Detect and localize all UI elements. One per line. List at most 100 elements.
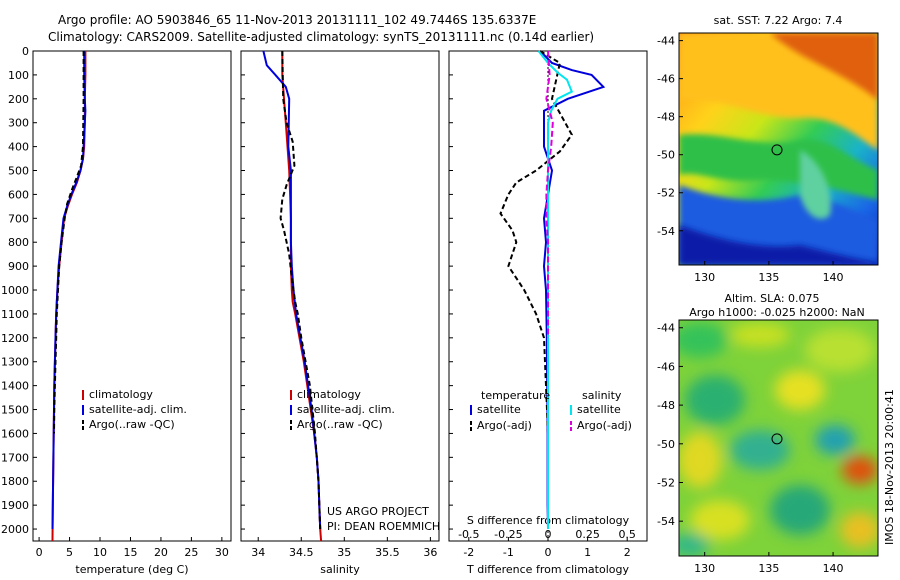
x-tick-label: 0 xyxy=(36,546,43,559)
map-lon-label: 135 xyxy=(758,562,779,575)
sla-argo-location-marker xyxy=(771,433,783,445)
map-lat-label: -50 xyxy=(657,149,675,162)
map-lon-label: 140 xyxy=(823,271,844,284)
x-tick-label: 0 xyxy=(545,546,552,559)
title-line1: Argo profile: AO 5903846_65 11-Nov-2013 … xyxy=(58,13,536,27)
legend-title-salinity: salinity xyxy=(582,389,622,402)
x-tick-label: 20 xyxy=(154,546,168,559)
sla-heatmap-image xyxy=(679,320,878,556)
map-lat-label: -50 xyxy=(657,438,675,451)
y-tick-label: 800 xyxy=(8,236,29,249)
map-lat-label: -48 xyxy=(657,111,675,124)
legend-title-temperature: temperature xyxy=(481,389,550,402)
legend-label: satellite xyxy=(477,403,521,416)
sst-map-frame xyxy=(678,32,879,266)
sst-map-title: sat. SST: 7.22 Argo: 7.4 xyxy=(714,14,843,27)
legend-label: Argo(..raw -QC) xyxy=(89,418,175,431)
x-tick-label: 36 xyxy=(423,546,437,559)
y-tick-label: 1600 xyxy=(1,427,29,440)
legend-label: climatology xyxy=(89,388,153,401)
sst-heatmap-image xyxy=(679,33,878,265)
y-tick-label: 1700 xyxy=(1,451,29,464)
s-tick-label: 0 xyxy=(545,528,552,541)
series-line-argo-adj xyxy=(499,50,573,434)
map-lat-label: -54 xyxy=(657,515,675,528)
x-tick-label: 25 xyxy=(184,546,198,559)
y-tick-label: 1500 xyxy=(1,404,29,417)
x-tick-label: 10 xyxy=(93,546,107,559)
map-lat-label: -44 xyxy=(657,322,675,335)
series-line-satellite xyxy=(539,50,606,530)
sst-argo-location-marker xyxy=(771,144,783,156)
legend-label: Argo(-adj) xyxy=(577,419,632,432)
map-lat-label: -52 xyxy=(657,187,675,200)
legend-label: Argo(-adj) xyxy=(477,419,532,432)
map-lat-label: -48 xyxy=(657,399,675,412)
s-tick-label: -0.25 xyxy=(494,528,522,541)
x-tick-label: 34 xyxy=(251,546,265,559)
x-tick-label: 35 xyxy=(337,546,351,559)
y-tick-label: 400 xyxy=(8,141,29,154)
x-tick-label: 35.5 xyxy=(375,546,400,559)
map-lon-label: 130 xyxy=(694,271,715,284)
map-lon-label: 135 xyxy=(758,271,779,284)
y-tick-label: 1200 xyxy=(1,332,29,345)
s-tick-label: -0.5 xyxy=(458,528,479,541)
y-tick-label: 600 xyxy=(8,188,29,201)
legend-label: climatology xyxy=(297,388,361,401)
series-line-argo-raw-qc xyxy=(53,51,85,434)
y-tick-label: 300 xyxy=(8,117,29,130)
y-tick-label: 2000 xyxy=(1,523,29,536)
x-tick-label: 15 xyxy=(123,546,137,559)
map-lat-label: -46 xyxy=(657,360,675,373)
legend-label: satellite-adj. clim. xyxy=(89,403,187,416)
x-tick-label: 34.5 xyxy=(289,546,314,559)
sla-map-subtitle: Argo h1000: -0.025 h2000: NaN xyxy=(689,306,865,319)
legend-label: satellite xyxy=(577,403,621,416)
sst-map-panel: sat. SST: 7.22 Argo: 7.4 -44 -46 -48 -50 -52… xyxy=(657,14,879,284)
map-lat-label: -44 xyxy=(657,35,675,48)
map-lat-label: -54 xyxy=(657,225,675,238)
x-tick-label: 5 xyxy=(66,546,73,559)
plot-frame xyxy=(240,50,440,542)
x-axis-label: temperature (deg C) xyxy=(75,563,188,576)
y-tick-label: 1900 xyxy=(1,499,29,512)
project-credit: US ARGO PROJECT xyxy=(327,505,429,518)
x-tick-label: 1 xyxy=(584,546,591,559)
y-tick-label: 1800 xyxy=(1,475,29,488)
title-line2: Climatology: CARS2009. Satellite-adjuste… xyxy=(48,30,594,44)
y-tick-label: 900 xyxy=(8,260,29,273)
pi-credit: PI: DEAN ROEMMICH xyxy=(327,520,440,533)
series-line-argo-adj xyxy=(545,50,554,338)
sla-map-title: Altim. SLA: 0.075 xyxy=(724,292,819,305)
temperature-panel: 0100200300400500600700800900100011001200… xyxy=(1,45,232,576)
map-lon-label: 130 xyxy=(694,562,715,575)
y-tick-label: 200 xyxy=(8,93,29,106)
y-tick-label: 1000 xyxy=(1,284,29,297)
x-tick-label: 30 xyxy=(215,546,229,559)
sla-map-frame xyxy=(678,319,879,557)
x-tick-label: -1 xyxy=(503,546,514,559)
y-tick-label: 1300 xyxy=(1,356,29,369)
s-tick-label: 0.5 xyxy=(618,528,636,541)
s-tick-label: 0.25 xyxy=(575,528,600,541)
y-tick-label: 1100 xyxy=(1,308,29,321)
legend-label: Argo(..raw -QC) xyxy=(297,418,383,431)
sla-map-panel: Altim. SLA: 0.075 Argo h1000: -0.025 h20… xyxy=(657,292,879,575)
imos-timestamp: IMOS 18-Nov-2013 20:00:41 xyxy=(883,389,896,545)
map-lon-label: 140 xyxy=(823,562,844,575)
salinity-panel: 34 34.5 35 35.5 36 salinity climatology satelli… xyxy=(240,50,440,576)
x-tick-label: 2 xyxy=(624,546,631,559)
y-tick-label: 0 xyxy=(22,45,29,58)
x-axis-label: T difference from climatology xyxy=(466,563,629,576)
plot-frame xyxy=(32,50,232,542)
y-tick-label: 100 xyxy=(8,69,29,82)
series-line-argo-raw-qc xyxy=(279,50,322,530)
map-lat-label: -52 xyxy=(657,476,675,489)
map-lat-label: -46 xyxy=(657,73,675,86)
x-axis-label: salinity xyxy=(320,563,360,576)
y-tick-label: 700 xyxy=(8,212,29,225)
legend-label: satellite-adj. clim. xyxy=(297,403,395,416)
